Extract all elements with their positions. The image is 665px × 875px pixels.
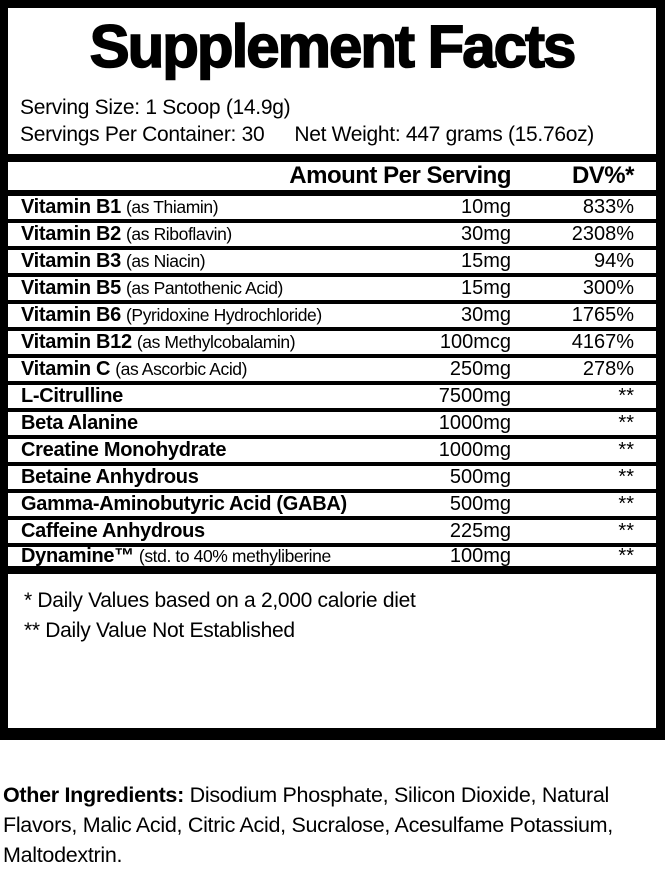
ingredient-name-cell: Gamma-Aminobutyric Acid (GABA): [8, 493, 391, 516]
table-row: Caffeine Anhydrous 225mg **: [8, 520, 656, 547]
ingredient-name-cell: Betaine Anhydrous: [8, 466, 391, 489]
ingredient-detail: (as Riboflavin): [126, 224, 232, 244]
table-row: Vitamin B3 (as Niacin) 15mg 94%: [8, 250, 656, 277]
ingredient-amount: 7500mg: [438, 385, 511, 407]
ingredient-amount: 100mcg: [439, 331, 511, 353]
ingredient-dv: **: [618, 545, 634, 567]
other-ingredients-label: Other Ingredients:: [3, 783, 184, 807]
ingredient-name: Vitamin B12: [21, 331, 132, 353]
ingredient-name-cell: Vitamin B2 (as Riboflavin): [8, 223, 391, 246]
label-title: Supplement Facts: [89, 12, 577, 81]
ingredient-detail: (as Ascorbic Acid): [115, 359, 248, 379]
ingredient-dv: 94%: [593, 250, 634, 272]
table-rows: Vitamin B1 (as Thiamin) 10mg 833% Vitamin…: [8, 196, 656, 574]
ingredient-amount: 30mg: [460, 304, 511, 326]
ingredient-dv: **: [618, 466, 634, 488]
ingredient-name-cell: Dynamine™ (std. to 40% methyliberine: [8, 545, 391, 568]
ingredient-dv: 833%: [582, 196, 634, 218]
ingredient-amount: 10mg: [460, 196, 511, 218]
ingredient-dv: 1765%: [571, 304, 634, 326]
ingredient-amount: 1000mg: [438, 412, 511, 434]
table-row: L-Citrulline 7500mg **: [8, 385, 656, 412]
serving-line-2: Servings Per Container: 30 Net Weight: 4…: [20, 121, 656, 148]
table-row: Vitamin B6 (Pyridoxine Hydrochloride) 30m…: [8, 304, 656, 331]
table-row: Vitamin B12 (as Methylcobalamin) 100mcg 4…: [8, 331, 656, 358]
ingredient-dv: 4167%: [571, 331, 634, 353]
ingredient-name: Dynamine™: [21, 545, 134, 567]
ingredient-name: Caffeine Anhydrous: [21, 520, 205, 542]
other-ingredients-text: Disodium Phosphate, Silicon Dioxide, Nat…: [3, 783, 613, 867]
other-ingredients: Other Ingredients: Disodium Phosphate, S…: [0, 780, 665, 870]
ingredient-name: Vitamin C: [21, 358, 111, 380]
table-row: Vitamin B2 (as Riboflavin) 30mg 2308%: [8, 223, 656, 250]
ingredient-dv: 300%: [582, 277, 634, 299]
ingredient-name: L-Citrulline: [21, 385, 123, 407]
table-row: Betaine Anhydrous 500mg **: [8, 466, 656, 493]
table-row: Creatine Monohydrate 1000mg **: [8, 439, 656, 466]
table-row: Vitamin C (as Ascorbic Acid) 250mg 278%: [8, 358, 656, 385]
ingredient-name: Beta Alanine: [21, 412, 138, 434]
ingredient-name: Betaine Anhydrous: [21, 466, 199, 488]
ingredient-detail: (as Pantothenic Acid): [126, 278, 283, 298]
ingredient-name-cell: Creatine Monohydrate: [8, 439, 391, 462]
ingredient-name: Vitamin B5: [21, 277, 121, 299]
ingredient-name: Vitamin B3: [21, 250, 121, 272]
ingredient-amount: 500mg: [449, 493, 511, 515]
ingredient-name-cell: Beta Alanine: [8, 412, 391, 435]
footnotes: * Daily Values based on a 2,000 calorie …: [8, 574, 656, 646]
serving-size: Serving Size: 1 Scoop (14.9g): [20, 96, 291, 119]
ingredient-dv: **: [618, 493, 634, 515]
ingredient-name: Gamma-Aminobutyric Acid (GABA): [21, 493, 347, 515]
ingredient-name-cell: Vitamin B6 (Pyridoxine Hydrochloride): [8, 304, 391, 327]
ingredient-dv: 278%: [582, 358, 634, 380]
ingredient-name: Creatine Monohydrate: [21, 439, 227, 461]
ingredient-amount: 15mg: [460, 277, 511, 299]
ingredient-dv: **: [618, 439, 634, 461]
ingredient-dv: **: [618, 385, 634, 407]
ingredient-amount: 225mg: [449, 520, 511, 542]
ingredient-name-cell: L-Citrulline: [8, 385, 391, 408]
ingredient-amount: 1000mg: [438, 439, 511, 461]
header-amount-per-serving: Amount Per Serving: [289, 162, 511, 189]
table-row: Beta Alanine 1000mg **: [8, 412, 656, 439]
servings-per-container: Servings Per Container: 30: [20, 123, 265, 146]
table-row: Vitamin B5 (as Pantothenic Acid) 15mg 300…: [8, 277, 656, 304]
table-row: Vitamin B1 (as Thiamin) 10mg 833%: [8, 196, 656, 223]
ingredient-name: Vitamin B6: [21, 304, 121, 326]
ingredient-amount: 30mg: [460, 223, 511, 245]
ingredient-detail: (as Niacin): [126, 251, 206, 271]
table-header-row: Amount Per Serving DV%*: [8, 162, 656, 196]
ingredient-name: Vitamin B2: [21, 223, 121, 245]
ingredient-name-cell: Caffeine Anhydrous: [8, 520, 391, 543]
ingredient-name-cell: Vitamin C (as Ascorbic Acid): [8, 358, 391, 381]
serving-info: Serving Size: 1 Scoop (14.9g) Servings P…: [8, 94, 656, 148]
ingredient-name-cell: Vitamin B5 (as Pantothenic Acid): [8, 277, 391, 300]
ingredient-name-cell: Vitamin B1 (as Thiamin): [8, 196, 391, 219]
table-row: Gamma-Aminobutyric Acid (GABA) 500mg **: [8, 493, 656, 520]
net-weight: Net Weight: 447 grams (15.76oz): [294, 123, 594, 146]
ingredient-name: Vitamin B1: [21, 196, 121, 218]
ingredient-amount: 15mg: [460, 250, 511, 272]
ingredient-detail: (as Methylcobalamin): [136, 332, 296, 352]
ingredient-detail: (std. to 40% methyliberine: [138, 546, 331, 566]
footnote-not-established: ** Daily Value Not Established: [24, 619, 295, 642]
ingredient-dv: **: [618, 520, 634, 542]
facts-table: Amount Per Serving DV%* Vitamin B1 (as Th…: [8, 154, 656, 574]
footnote-daily-values: * Daily Values based on a 2,000 calorie …: [24, 589, 416, 612]
ingredient-detail: (as Thiamin): [126, 197, 219, 217]
ingredient-dv: **: [618, 412, 634, 434]
ingredient-detail: (Pyridoxine Hydrochloride): [126, 305, 322, 325]
ingredient-name-cell: Vitamin B12 (as Methylcobalamin): [8, 331, 391, 354]
ingredient-amount: 100mg: [449, 545, 511, 567]
ingredient-name-cell: Vitamin B3 (as Niacin): [8, 250, 391, 273]
ingredient-amount: 250mg: [449, 358, 511, 380]
supplement-facts-label: Supplement Facts Serving Size: 1 Scoop (…: [0, 0, 665, 740]
ingredient-amount: 500mg: [449, 466, 511, 488]
ingredient-dv: 2308%: [571, 223, 634, 245]
header-dv-percent: DV%*: [571, 162, 635, 189]
table-row: Dynamine™ (std. to 40% methyliberine 100m…: [8, 545, 656, 574]
